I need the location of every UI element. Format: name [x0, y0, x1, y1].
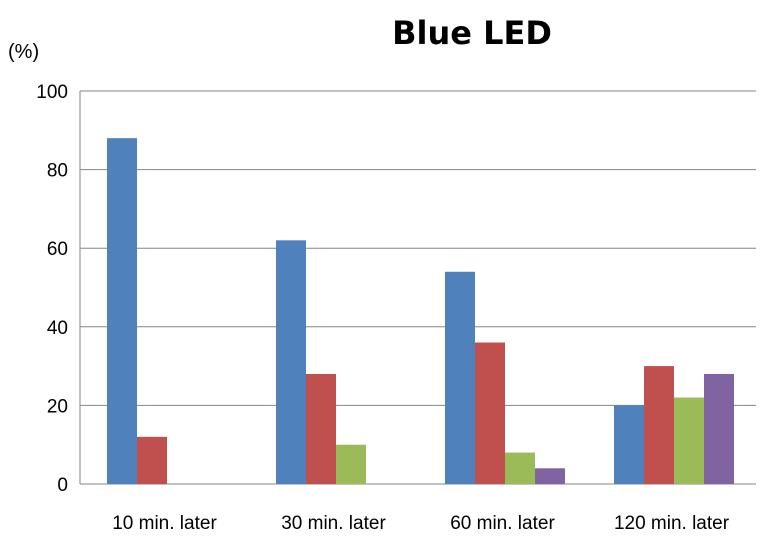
bar	[644, 366, 674, 484]
bar	[475, 342, 505, 484]
bar	[505, 452, 535, 484]
y-tick-label: 0	[57, 475, 68, 496]
y-tick-label: 40	[47, 318, 68, 339]
x-tick-label: 10 min. later	[112, 513, 217, 534]
bar	[614, 405, 644, 484]
y-tick-label: 60	[47, 239, 68, 260]
bar	[137, 436, 167, 484]
x-tick-label: 60 min. later	[450, 513, 555, 534]
bar	[674, 397, 704, 484]
y-axis-unit-label: (%)	[8, 41, 39, 63]
bar	[336, 444, 366, 484]
y-tick-label: 80	[47, 161, 68, 182]
bar	[276, 240, 306, 484]
gridlines	[80, 90, 756, 406]
bar	[107, 138, 137, 484]
chart-title: Blue LED	[392, 14, 552, 52]
x-tick-label: 120 min. later	[614, 513, 730, 534]
y-tick-label: 100	[36, 82, 68, 103]
bar	[306, 373, 336, 484]
x-tick-label: 30 min. later	[281, 513, 386, 534]
x-tick-labels: 10 min. later 30 min. later 60 min. later 1…	[112, 513, 729, 534]
bar	[445, 271, 475, 484]
y-tick-labels: 0 20 40 60 80 100	[36, 82, 68, 496]
y-tick-label: 20	[47, 396, 68, 417]
bar	[704, 373, 734, 484]
bars	[107, 138, 734, 484]
bar	[535, 468, 565, 484]
